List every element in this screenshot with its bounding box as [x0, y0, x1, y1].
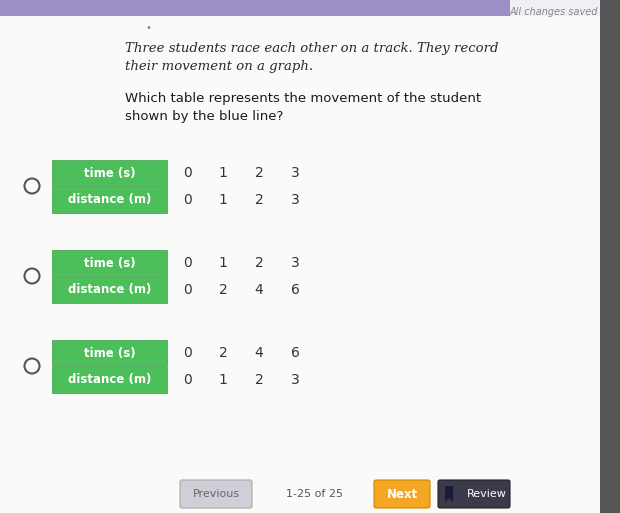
- Text: 2: 2: [255, 373, 264, 387]
- Text: Which table represents the movement of the student: Which table represents the movement of t…: [125, 92, 481, 105]
- FancyBboxPatch shape: [180, 480, 252, 508]
- FancyBboxPatch shape: [0, 0, 510, 16]
- Text: their movement on a graph.: their movement on a graph.: [125, 60, 313, 73]
- Text: 1: 1: [219, 193, 228, 207]
- Text: 1: 1: [219, 373, 228, 387]
- Text: 0: 0: [183, 193, 192, 207]
- Text: 0: 0: [183, 373, 192, 387]
- Text: time (s): time (s): [84, 346, 135, 360]
- Text: 2: 2: [255, 166, 264, 180]
- FancyBboxPatch shape: [600, 0, 620, 513]
- Text: distance (m): distance (m): [68, 193, 151, 207]
- Text: Next: Next: [386, 487, 418, 501]
- Text: 1: 1: [219, 166, 228, 180]
- Text: distance (m): distance (m): [68, 284, 151, 297]
- Text: 4: 4: [255, 346, 264, 360]
- Text: distance (m): distance (m): [68, 373, 151, 386]
- FancyBboxPatch shape: [52, 277, 167, 303]
- Text: 3: 3: [291, 166, 299, 180]
- Text: 2: 2: [255, 256, 264, 270]
- Text: Previous: Previous: [192, 489, 239, 499]
- Text: 4: 4: [255, 283, 264, 297]
- Text: 3: 3: [291, 373, 299, 387]
- Text: •: •: [145, 23, 151, 33]
- FancyBboxPatch shape: [52, 340, 167, 366]
- Text: 2: 2: [219, 283, 228, 297]
- Text: time (s): time (s): [84, 167, 135, 180]
- Text: shown by the blue line?: shown by the blue line?: [125, 110, 283, 123]
- Text: 1: 1: [219, 256, 228, 270]
- Text: Review: Review: [467, 489, 507, 499]
- Polygon shape: [445, 486, 453, 502]
- Text: 6: 6: [291, 346, 299, 360]
- Text: 0: 0: [183, 346, 192, 360]
- Text: 1-25 of 25: 1-25 of 25: [286, 489, 343, 499]
- Text: 0: 0: [183, 256, 192, 270]
- Text: Three students race each other on a track. They record: Three students race each other on a trac…: [125, 42, 498, 55]
- Text: All changes saved: All changes saved: [510, 7, 598, 17]
- Text: 3: 3: [291, 193, 299, 207]
- Text: 0: 0: [183, 166, 192, 180]
- Text: 2: 2: [219, 346, 228, 360]
- FancyBboxPatch shape: [0, 16, 600, 513]
- Text: 6: 6: [291, 283, 299, 297]
- Text: 3: 3: [291, 256, 299, 270]
- FancyBboxPatch shape: [52, 187, 167, 213]
- FancyBboxPatch shape: [374, 480, 430, 508]
- Text: 0: 0: [183, 283, 192, 297]
- FancyBboxPatch shape: [438, 480, 510, 508]
- Text: time (s): time (s): [84, 256, 135, 269]
- FancyBboxPatch shape: [52, 250, 167, 276]
- Text: 2: 2: [255, 193, 264, 207]
- FancyBboxPatch shape: [52, 367, 167, 393]
- FancyBboxPatch shape: [52, 160, 167, 186]
